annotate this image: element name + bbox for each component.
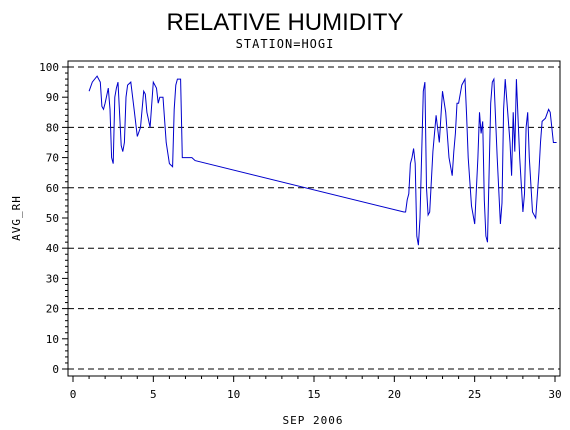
x-axis-label: SEP 2006 <box>283 414 344 427</box>
x-tick-label-25: 25 <box>468 388 481 401</box>
y-tick-label-50: 50 <box>46 212 59 225</box>
y-tick-label-10: 10 <box>46 333 59 346</box>
y-tick-label-70: 70 <box>46 152 59 165</box>
y-tick-label-90: 90 <box>46 91 59 104</box>
chart-title: RELATIVE HUMIDITY <box>167 9 404 36</box>
y-tick-label-60: 60 <box>46 182 59 195</box>
x-axis: 0 5 10 15 20 25 30 <box>70 376 562 401</box>
y-tick-label-100: 100 <box>39 61 59 74</box>
series-layer <box>88 75 557 246</box>
x-tick-label-10: 10 <box>227 388 240 401</box>
y-tick-label-80: 80 <box>46 121 59 134</box>
x-tick-label-5: 5 <box>150 388 157 401</box>
chart-subtitle: STATION=HOGI <box>236 37 335 51</box>
y-tick-label-30: 30 <box>46 272 59 285</box>
series-line-0 <box>88 75 557 246</box>
x-tick-label-0: 0 <box>70 388 77 401</box>
y-tick-label-0: 0 <box>52 363 59 376</box>
y-tick-label-20: 20 <box>46 303 59 316</box>
x-tick-label-15: 15 <box>307 388 320 401</box>
y-axis-label: AVG_RH <box>10 195 23 241</box>
x-tick-label-20: 20 <box>388 388 401 401</box>
y-tick-label-40: 40 <box>46 242 59 255</box>
y-axis: 0 10 20 30 40 50 60 70 80 90 100 <box>39 61 68 376</box>
x-tick-label-30: 30 <box>548 388 561 401</box>
